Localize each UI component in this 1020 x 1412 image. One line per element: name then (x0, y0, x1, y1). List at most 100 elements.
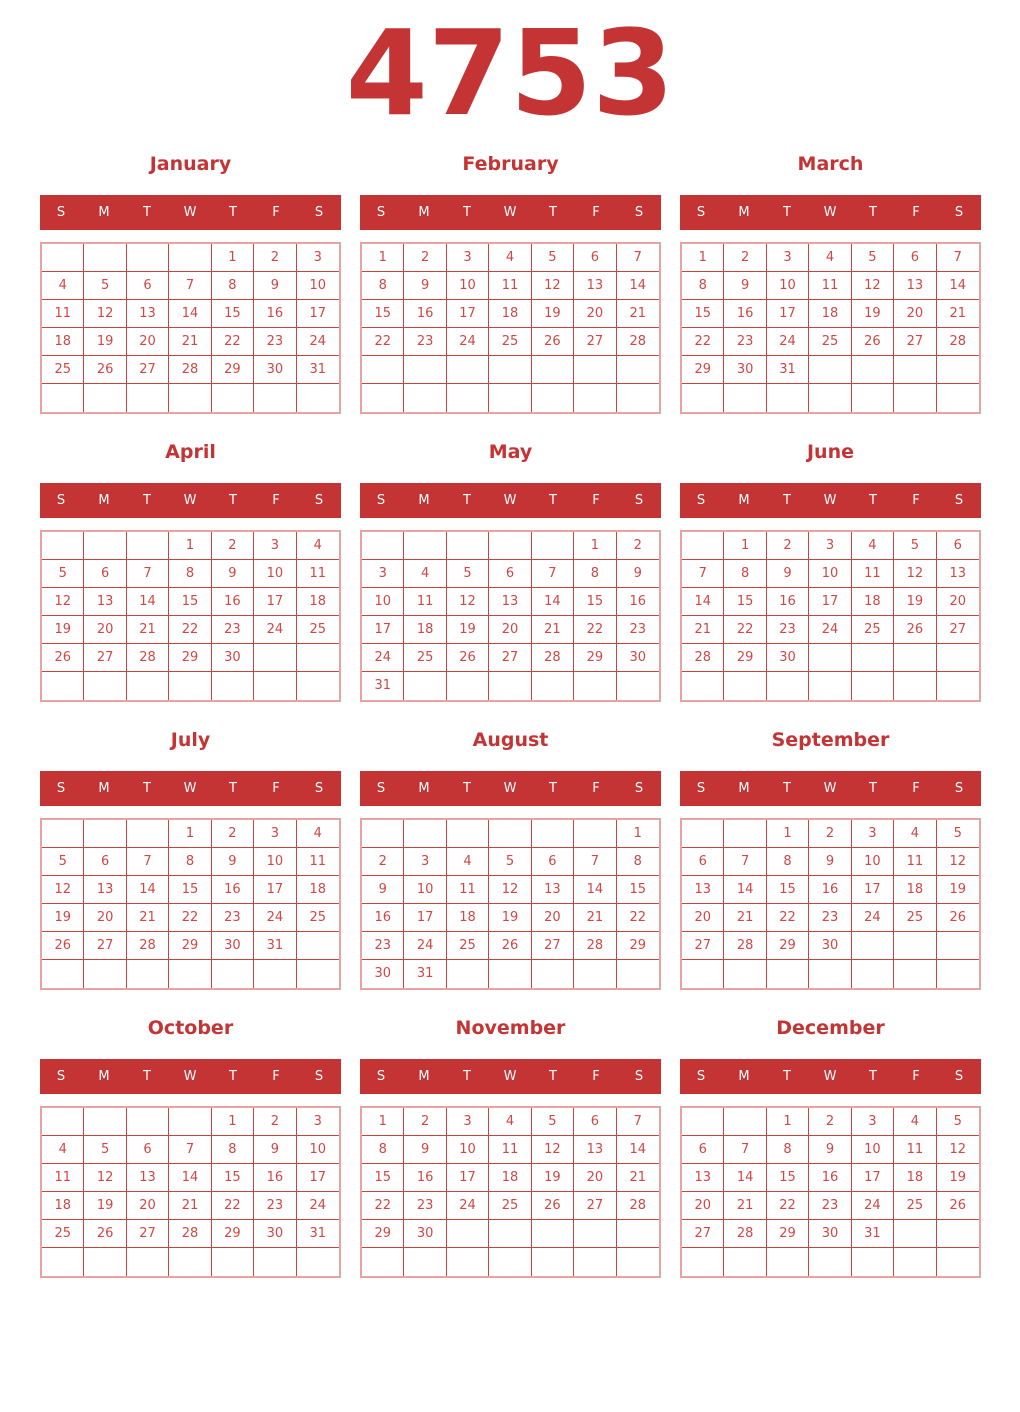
day-cell: 28 (724, 1219, 767, 1248)
day-cell: 22 (362, 327, 405, 356)
weekday-label: W (183, 492, 198, 508)
day-cell: 1 (724, 531, 767, 560)
day-cell-empty (126, 243, 170, 272)
weekday-label: S (376, 492, 387, 508)
weekday-label: S (56, 1068, 67, 1084)
day-cell: 23 (616, 616, 659, 644)
day-cell: 26 (84, 355, 127, 384)
day-cell: 3 (254, 819, 297, 848)
day-cell-empty (936, 356, 979, 384)
day-cell: 16 (766, 587, 810, 616)
weekday-label: T (463, 492, 472, 508)
day-cell: 8 (766, 847, 810, 876)
day-cell: 5 (42, 847, 85, 876)
day-cell-empty (127, 959, 170, 988)
day-cell-empty (937, 1248, 979, 1276)
day-cell-empty (851, 355, 895, 384)
month-september: September S M T W T F S 1 2 3 4 5 6 7 8 9 10 11 12 13 14 15 16 1… (680, 729, 981, 990)
day-cell: 2 (211, 531, 255, 560)
day-cell: 13 (84, 587, 127, 616)
day-cell: 25 (851, 615, 895, 644)
day-cell-empty (42, 671, 85, 700)
weekday-label: T (549, 780, 558, 796)
day-cell: 13 (894, 271, 937, 300)
day-cell: 18 (894, 1163, 937, 1192)
day-cell-empty (724, 671, 767, 700)
weekday-label: T (143, 492, 152, 508)
day-cell: 11 (894, 847, 937, 876)
weekday-label: T (143, 204, 152, 220)
day-cell-empty (404, 819, 447, 848)
day-cell: 19 (84, 1191, 127, 1220)
days-grid: 1 2 3 4 5 6 7 8 9 10 11 12 13 14 15 16 17 18 19 20 21 22 23 24 2… (360, 1105, 661, 1278)
weekday-label: M (418, 1068, 431, 1084)
day-cell: 10 (809, 559, 852, 588)
weekday-label: S (696, 1068, 707, 1084)
day-cell: 25 (42, 1219, 85, 1248)
day-cell-empty (362, 383, 405, 412)
day-cell: 28 (126, 643, 170, 672)
day-cell-empty (169, 243, 212, 272)
day-cell: 1 (574, 531, 617, 560)
day-cell-empty (42, 819, 85, 848)
day-cell: 30 (404, 1219, 447, 1248)
day-cell-empty (404, 671, 447, 700)
day-cell: 22 (169, 903, 212, 932)
weekday-label: S (634, 780, 645, 796)
day-cell-empty (574, 959, 617, 988)
weekday-label: W (183, 204, 198, 220)
day-cell: 2 (362, 847, 405, 876)
day-cell: 20 (126, 1191, 170, 1220)
day-cell-empty (489, 819, 532, 848)
day-cell: 7 (126, 559, 170, 588)
day-cell: 30 (809, 1219, 852, 1248)
weekday-label: M (98, 492, 111, 508)
month-october: October S M T W T F S 1 2 3 4 5 6 7 8 9 10 11 12 13 14 15 16 17 1… (40, 1016, 341, 1278)
day-cell: 15 (169, 587, 212, 616)
weekday-label: S (376, 204, 387, 220)
day-cell: 16 (404, 1163, 447, 1192)
day-cell: 5 (446, 559, 490, 588)
day-cell: 24 (254, 615, 297, 644)
day-cell-empty (447, 1247, 490, 1276)
day-cell: 23 (809, 903, 852, 932)
day-cell-empty (42, 531, 85, 560)
day-cell: 13 (84, 875, 127, 904)
day-cell-empty (682, 1107, 725, 1136)
month-title: October (147, 1016, 234, 1039)
weekday-label: T (143, 780, 152, 796)
day-cell-empty (297, 1248, 339, 1276)
day-cell-empty (404, 383, 447, 412)
day-cell-empty (532, 959, 575, 988)
day-cell: 3 (254, 531, 297, 560)
day-cell: 7 (531, 559, 575, 588)
day-cell: 3 (404, 847, 447, 876)
day-cell-empty (254, 383, 297, 412)
day-cell: 4 (296, 532, 339, 560)
day-cell: 31 (766, 355, 810, 384)
day-cell: 27 (84, 643, 127, 672)
day-cell-empty (682, 531, 725, 560)
day-cell: 29 (682, 355, 725, 384)
day-cell: 4 (851, 531, 895, 560)
day-cell: 29 (211, 1219, 255, 1248)
day-cell: 25 (809, 327, 852, 356)
day-cell: 18 (489, 299, 532, 328)
day-cell: 16 (809, 875, 852, 904)
day-cell-empty (724, 1107, 767, 1136)
day-cell: 17 (404, 903, 447, 932)
day-cell: 19 (84, 327, 127, 356)
weekday-label: T (229, 492, 238, 508)
day-cell: 1 (766, 819, 810, 848)
weekday-label: S (376, 780, 387, 796)
day-cell-empty (297, 384, 339, 412)
day-cell-empty (297, 672, 339, 700)
day-cell: 25 (894, 1191, 937, 1220)
day-cell-empty (531, 819, 575, 848)
day-cell-empty (531, 355, 575, 384)
day-cell: 8 (724, 559, 767, 588)
day-cell: 28 (126, 931, 170, 960)
day-cell: 25 (42, 355, 85, 384)
weekday-label: T (783, 492, 792, 508)
day-cell-empty (682, 383, 725, 412)
